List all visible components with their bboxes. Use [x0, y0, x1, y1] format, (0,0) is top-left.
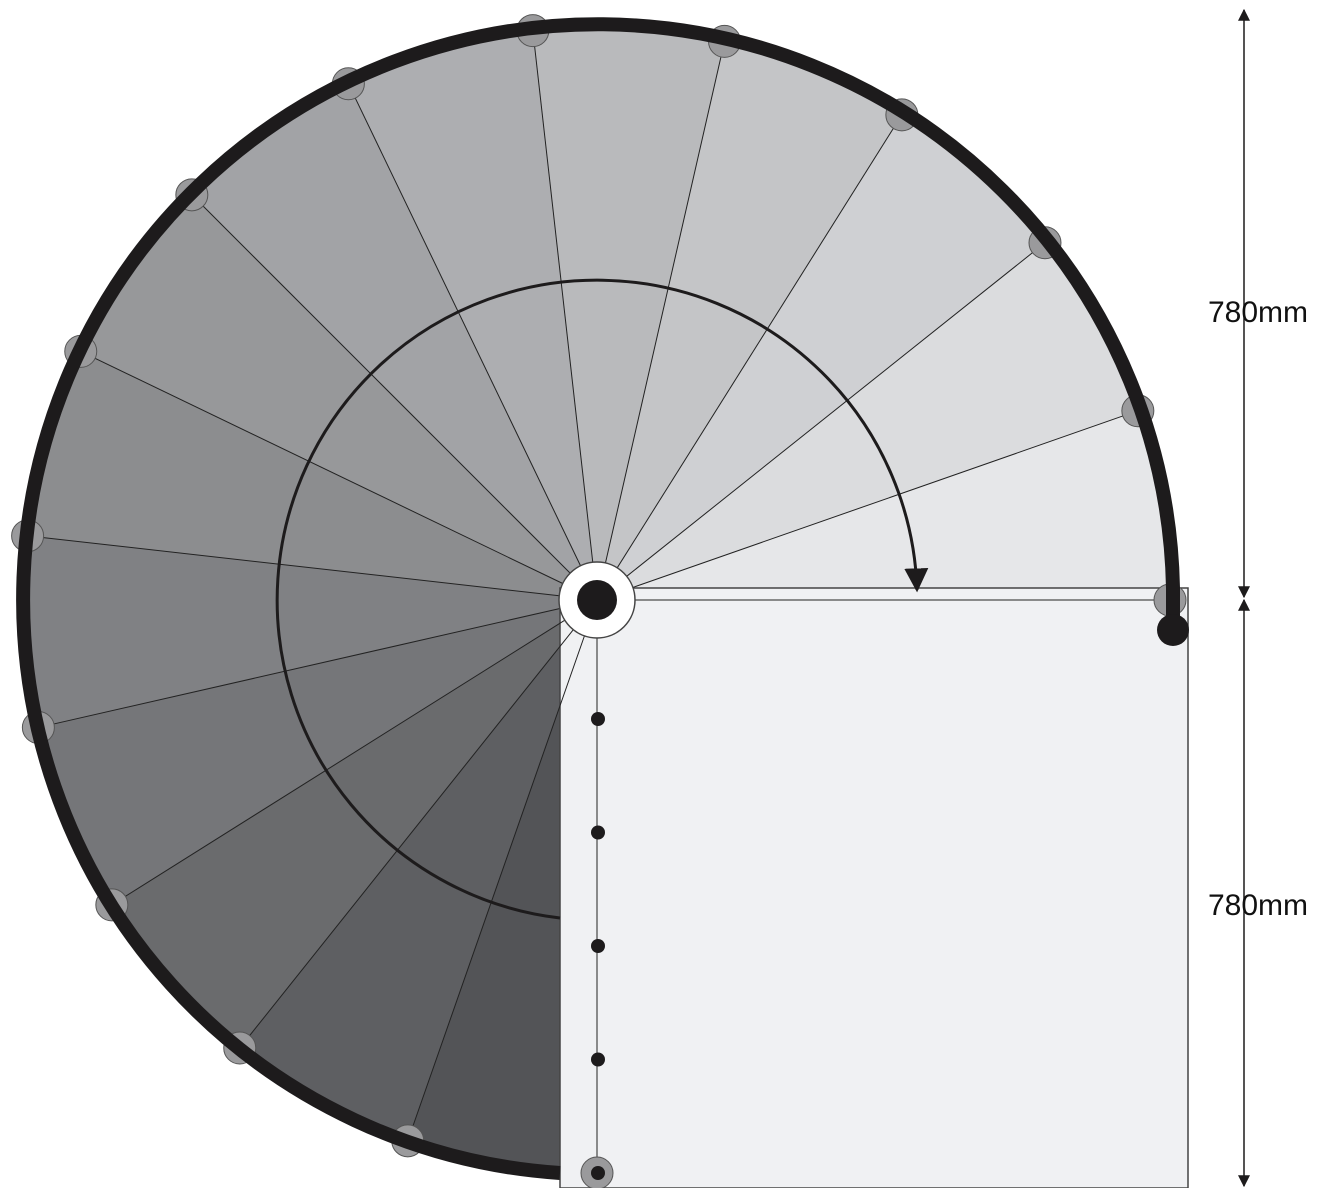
dimension-upper: 780mm [1208, 8, 1308, 599]
landing-post [591, 1166, 605, 1180]
landing-platform [559, 587, 1189, 1188]
tread-10 [532, 25, 725, 601]
dimension-lower: 780mm [1208, 598, 1308, 1188]
tread-2 [238, 600, 598, 1143]
tread-13 [597, 241, 1140, 601]
tread-edge-line [25, 535, 560, 597]
walking-line-arrow [275, 278, 929, 920]
landing-balustrade-posts [591, 712, 605, 1180]
tread-edge-line [626, 241, 1047, 577]
center-column [577, 580, 617, 620]
tread-edge-line [36, 607, 561, 729]
tread-edge-lines [25, 28, 1172, 1175]
tread-edge-line [78, 350, 563, 584]
landing-post [591, 939, 605, 953]
tread-edge-line [238, 629, 574, 1050]
tread-8 [190, 81, 597, 601]
landing-post [591, 1052, 605, 1067]
tread-edge-line [109, 619, 566, 907]
tread-5 [22, 535, 598, 728]
tread-6 [25, 350, 597, 600]
dimension-label-upper: 780mm [1208, 296, 1308, 329]
tread-edge-line [190, 193, 571, 574]
tread-edge-line [632, 409, 1140, 588]
tread-12 [597, 113, 1047, 601]
landing-post [591, 825, 605, 840]
tread-1 [407, 600, 597, 1175]
tread-edge-line [347, 81, 581, 566]
landing-post [591, 712, 605, 726]
tread-3 [110, 600, 598, 1050]
tread-7 [78, 193, 598, 600]
tread-14 [597, 410, 1172, 600]
tread-9 [347, 28, 597, 600]
tread-edge-line [604, 39, 726, 564]
tread-edge-line [406, 635, 585, 1143]
dimension-label-lower: 780mm [1208, 889, 1308, 922]
handrail-end-cap [1157, 614, 1189, 646]
tread-edge-line [616, 112, 904, 569]
handrail [16, 17, 1180, 1180]
tread-edge-line [532, 28, 594, 563]
